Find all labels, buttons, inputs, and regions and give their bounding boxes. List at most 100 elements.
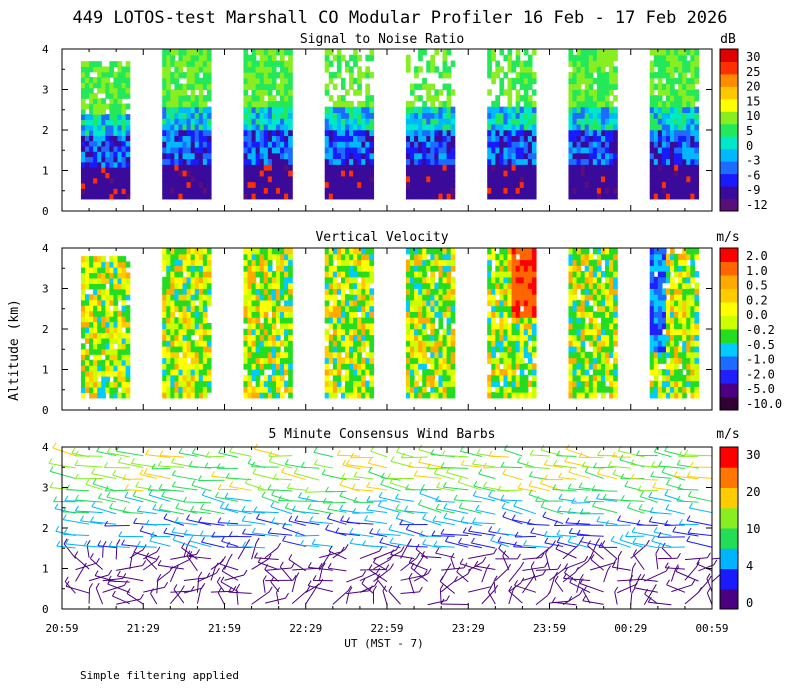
heatmap-cell bbox=[80, 130, 86, 136]
wind-barb bbox=[109, 545, 130, 549]
heatmap-cell bbox=[194, 369, 200, 376]
heatmap-cell bbox=[410, 89, 415, 96]
heatmap-cell bbox=[275, 317, 281, 324]
heatmap-cell bbox=[499, 386, 505, 393]
heatmap-cell bbox=[491, 282, 496, 289]
heatmap-cell bbox=[580, 259, 586, 266]
heatmap-cell bbox=[284, 294, 289, 301]
heatmap-cell bbox=[418, 106, 423, 113]
heatmap-cell bbox=[113, 124, 119, 131]
heatmap-cell bbox=[670, 118, 675, 125]
heatmap-cell bbox=[365, 259, 370, 266]
heatmap-cell bbox=[182, 288, 188, 295]
heatmap-cell bbox=[202, 141, 208, 148]
heatmap-cell bbox=[284, 123, 289, 131]
heatmap-cell bbox=[125, 337, 131, 344]
heatmap-cell bbox=[600, 175, 606, 183]
heatmap-cell bbox=[527, 187, 533, 194]
heatmap-cell bbox=[186, 170, 192, 177]
colorbar-swatch bbox=[720, 342, 738, 357]
heatmap-cell bbox=[487, 357, 492, 364]
heatmap-cell bbox=[97, 283, 102, 290]
heatmap-cell bbox=[503, 357, 509, 364]
heatmap-cell bbox=[495, 95, 500, 102]
heatmap-cell bbox=[332, 152, 338, 160]
heatmap-cell bbox=[446, 181, 452, 188]
heatmap-cell bbox=[324, 282, 330, 289]
heatmap-cell bbox=[259, 351, 265, 359]
wind-barb bbox=[96, 451, 117, 457]
heatmap-cell bbox=[678, 351, 683, 359]
heatmap-cell bbox=[353, 193, 358, 200]
heatmap-cell bbox=[487, 294, 492, 301]
heatmap-cell bbox=[369, 100, 375, 108]
heatmap-cell bbox=[507, 193, 513, 200]
heatmap-cell bbox=[259, 129, 265, 137]
heatmap-cell bbox=[499, 135, 505, 142]
heatmap-cell bbox=[690, 392, 695, 399]
heatmap-cell bbox=[690, 152, 695, 160]
heatmap-cell bbox=[125, 182, 131, 189]
heatmap-cell bbox=[438, 392, 444, 399]
heatmap-cell bbox=[665, 253, 671, 261]
heatmap-cell bbox=[109, 161, 115, 168]
heatmap-cell bbox=[450, 311, 456, 318]
heatmap-cell bbox=[206, 259, 212, 266]
heatmap-cell bbox=[491, 311, 496, 318]
wind-barb-flag bbox=[130, 458, 135, 464]
heatmap-cell bbox=[584, 276, 590, 284]
heatmap-cell bbox=[97, 135, 102, 142]
heatmap-cell bbox=[166, 135, 171, 142]
heatmap-cell bbox=[605, 288, 610, 295]
heatmap-cell bbox=[101, 66, 106, 73]
heatmap-cell bbox=[369, 112, 375, 119]
heatmap-cell bbox=[105, 305, 110, 312]
heatmap-cell bbox=[345, 129, 350, 137]
heatmap-cell bbox=[580, 89, 586, 96]
heatmap-cell bbox=[198, 380, 204, 387]
heatmap-cell bbox=[117, 392, 123, 399]
colorbar-label: 1.0 bbox=[746, 264, 768, 278]
heatmap-cell bbox=[263, 89, 269, 96]
heatmap-cell bbox=[649, 89, 655, 96]
heatmap-cell bbox=[613, 265, 618, 272]
heatmap-cell bbox=[125, 130, 131, 136]
heatmap-cell bbox=[357, 317, 362, 324]
heatmap-cell bbox=[487, 54, 492, 62]
heatmap-cell bbox=[576, 112, 582, 119]
heatmap-cell bbox=[243, 123, 249, 131]
heatmap-cell bbox=[336, 158, 342, 165]
heatmap-cell bbox=[418, 170, 423, 177]
heatmap-cell bbox=[332, 380, 338, 387]
heatmap-cell bbox=[166, 170, 171, 177]
heatmap-cell bbox=[572, 187, 578, 194]
heatmap-cell bbox=[670, 77, 675, 85]
heatmap-cell bbox=[206, 248, 212, 255]
heatmap-cell bbox=[649, 60, 655, 67]
heatmap-cell bbox=[324, 311, 330, 318]
heatmap-cell bbox=[434, 95, 440, 102]
heatmap-cell bbox=[568, 112, 574, 119]
heatmap-cell bbox=[422, 146, 427, 154]
heatmap-cell bbox=[495, 193, 500, 200]
wind-barb bbox=[52, 447, 76, 457]
wind-barb bbox=[137, 545, 157, 548]
heatmap-cell bbox=[280, 305, 285, 312]
heatmap-cell bbox=[657, 253, 663, 261]
heatmap-cell bbox=[450, 357, 456, 364]
heatmap-cell bbox=[336, 351, 342, 359]
heatmap-cell bbox=[572, 345, 578, 353]
heatmap-cell bbox=[418, 345, 423, 353]
heatmap-cell bbox=[361, 369, 366, 376]
heatmap-cell bbox=[121, 343, 127, 350]
heatmap-cell bbox=[430, 54, 435, 62]
heatmap-cell bbox=[592, 276, 598, 284]
heatmap-cell bbox=[588, 322, 594, 330]
heatmap-cell bbox=[426, 311, 431, 318]
heatmap-cell bbox=[426, 369, 431, 376]
heatmap-cell bbox=[178, 317, 184, 324]
heatmap-cell bbox=[686, 345, 691, 353]
heatmap-cell bbox=[523, 380, 529, 387]
heatmap-cell bbox=[487, 380, 492, 387]
heatmap-cell bbox=[487, 89, 492, 96]
